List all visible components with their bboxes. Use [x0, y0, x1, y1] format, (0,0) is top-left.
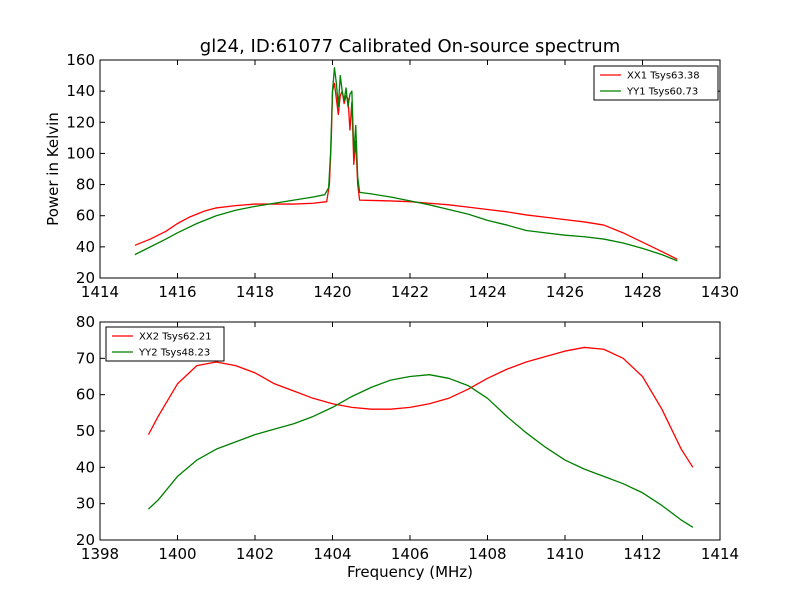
y-tick-label: 30: [76, 495, 95, 513]
x-tick-label: 1430: [701, 283, 739, 301]
series-line-2-1: [147, 346, 694, 468]
x-tick-label: 1410: [546, 545, 584, 563]
x-tick-label: 1400: [158, 545, 196, 563]
legend-box: [105, 326, 225, 362]
y-tick-label: 20: [76, 269, 95, 287]
legend-label: XX1 Tsys63.38: [627, 71, 700, 82]
x-tick-label: 1418: [236, 283, 274, 301]
y-tick-label: 60: [76, 386, 95, 404]
chart-panel-1: 1414 1416 1418 1420 1422 1424 1426 1428 1430 20 40…: [44, 51, 739, 301]
x-tick-label: 1408: [468, 545, 506, 563]
figure-title: gl24, ID:61077 Calibrated On-source spec…: [200, 36, 620, 57]
y-tick-label: 140: [66, 82, 95, 100]
chart-panel-2: 1398 1400 1402 1404 1406 1408 1410 1412 1414 20 30…: [76, 313, 739, 581]
x-tick-label: 1412: [623, 545, 661, 563]
legend: XX1 Tsys63.38 YY1 Tsys60.73: [593, 65, 719, 101]
series-line-1-2: [134, 67, 678, 262]
series-line-2-2: [147, 374, 694, 528]
y-tick-label: 40: [76, 238, 95, 256]
x-tick-label: 1420: [313, 283, 351, 301]
y-tick-label: 100: [66, 144, 95, 162]
y-axis-label: Power in Kelvin: [44, 112, 62, 226]
y-tick-label: 20: [76, 531, 95, 549]
x-tick-label: 1406: [391, 545, 429, 563]
x-axis-label: Frequency (MHz): [347, 563, 473, 581]
x-tick-label: 1422: [391, 283, 429, 301]
legend: XX2 Tsys62.21 YY2 Tsys48.23: [105, 326, 225, 362]
y-tick-label: 120: [66, 113, 95, 131]
x-tick-label: 1402: [236, 545, 274, 563]
x-tick-label: 1426: [546, 283, 584, 301]
y-tick-label: 40: [76, 458, 95, 476]
legend-label: XX2 Tsys62.21: [139, 332, 212, 343]
legend-box: [593, 65, 719, 101]
x-tick-label: 1404: [313, 545, 351, 563]
x-tick-label: 1398: [81, 545, 119, 563]
y-tick-label: 80: [76, 313, 95, 331]
legend-label: YY2 Tsys48.23: [138, 348, 210, 359]
x-tick-label: 1416: [158, 283, 196, 301]
legend-label: YY1 Tsys60.73: [626, 87, 698, 98]
x-tick-label: 1428: [623, 283, 661, 301]
y-tick-label: 50: [76, 422, 95, 440]
x-tick-label: 1424: [468, 283, 506, 301]
series-line-1-1: [134, 82, 678, 260]
y-tick-label: 70: [76, 349, 95, 367]
y-tick-label: 160: [66, 51, 95, 69]
x-tick-label: 1414: [81, 283, 119, 301]
y-tick-label: 80: [76, 176, 95, 194]
y-tick-label: 60: [76, 207, 95, 225]
x-tick-label: 1414: [701, 545, 739, 563]
